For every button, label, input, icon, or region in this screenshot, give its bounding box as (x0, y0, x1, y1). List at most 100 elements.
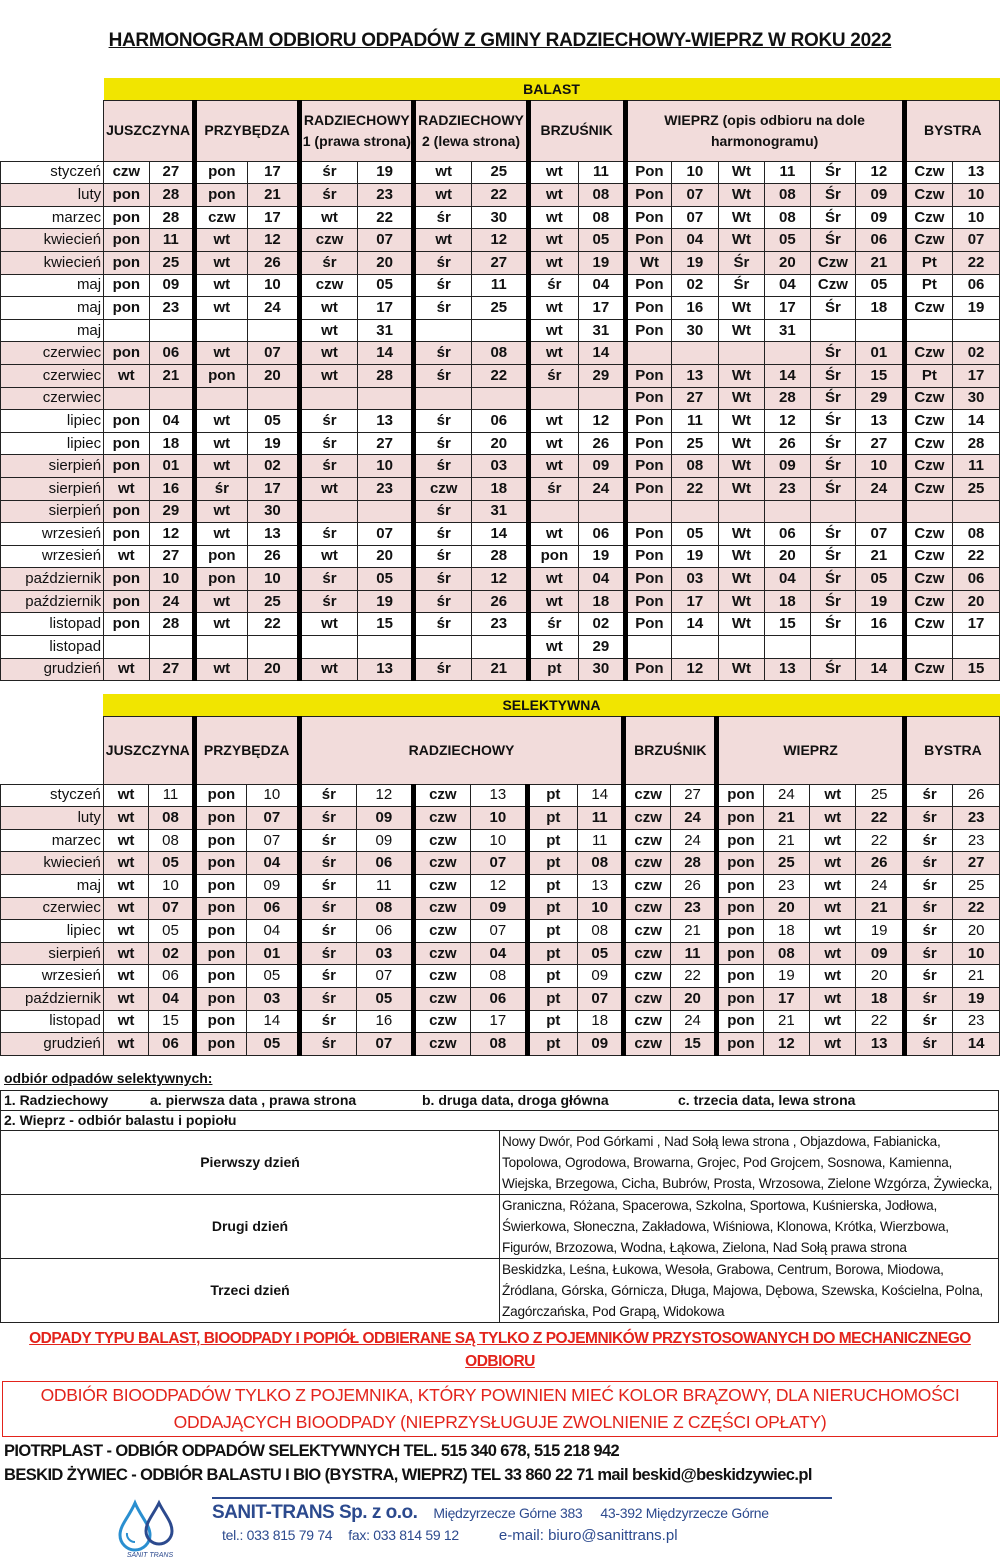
table-row: czerwiec wt 21 pon 20 wt 28 śr 22 śr 29 Pon 13 Wt 14 Śr… (0, 363, 1000, 388)
month-label: maj (0, 273, 105, 298)
day-number-cell: 06 (471, 409, 529, 433)
weekday-cell: Wt (717, 544, 766, 569)
weekday-cell: pon (191, 1009, 248, 1034)
day-number-cell: 24 (855, 476, 905, 501)
weekday-cell: pon (103, 499, 150, 524)
table-row: maj wt 31 wt 31 Pon 30 Wt 31 (0, 318, 1000, 343)
day-number-cell: 09 (577, 964, 625, 988)
day-number-cell: 10 (148, 567, 196, 591)
day-number-cell: 10 (952, 941, 1000, 966)
weekday-cell: pon (192, 567, 248, 591)
weekday-cell: czw (410, 828, 472, 853)
weekday-cell: śr (411, 363, 473, 388)
day-number-cell: 08 (148, 806, 195, 830)
weekday-cell: wt (102, 919, 150, 943)
day-number-cell (356, 499, 415, 524)
month-label: styczeń (0, 160, 105, 185)
day-number-cell: 04 (470, 941, 528, 966)
weekday-cell: Czw (901, 567, 954, 591)
month-label: maj (0, 873, 104, 898)
day-number-cell: 10 (148, 873, 195, 898)
month-label: czerwiec (0, 363, 105, 388)
weekday-cell: pt (524, 828, 579, 853)
weekday-cell (411, 635, 473, 659)
weekday-cell: pon (103, 522, 150, 546)
day-number-cell: 24 (246, 296, 301, 320)
day-number-cell: 30 (671, 318, 719, 343)
weekday-cell: wt (525, 318, 580, 343)
day-number-cell: 17 (578, 296, 626, 320)
day-number-cell: 08 (577, 919, 625, 943)
day-label: Pierwszy dzień (0, 1130, 500, 1195)
weekday-cell: wt (525, 205, 580, 230)
weekday-cell: Czw (901, 409, 954, 433)
day-number-cell (356, 386, 415, 411)
day-number-cell: 04 (246, 851, 300, 875)
day-number-cell: 19 (952, 986, 1000, 1011)
day-number-cell: 05 (246, 964, 300, 988)
day-number-cell (855, 635, 905, 659)
day-number-cell (764, 499, 811, 524)
weekday-cell: czw (410, 896, 472, 921)
day-number-cell: 08 (671, 454, 719, 478)
day-number-cell: 24 (148, 589, 196, 614)
day-number-cell: 02 (578, 612, 626, 637)
weekday-cell: wt (525, 160, 580, 185)
day-number-cell: 06 (764, 522, 811, 546)
weekday-cell: wt (297, 476, 358, 501)
day-number-cell: 10 (246, 783, 300, 808)
day-number-cell: 04 (764, 273, 811, 298)
weekday-cell: Czw (901, 522, 954, 546)
weekday-cell: Wt (717, 409, 766, 433)
day-number-cell: 08 (764, 205, 811, 230)
day-number-cell: 16 (148, 476, 196, 501)
weekday-cell: Pt (901, 273, 954, 298)
day-number-cell: 06 (952, 567, 1000, 591)
weekday-cell: Śr (717, 250, 766, 275)
weekday-cell: pon (192, 160, 248, 185)
weekday-cell: pon (191, 783, 248, 808)
day-number-cell: 06 (578, 522, 626, 546)
day-number-cell: 22 (671, 476, 719, 501)
weekday-cell: wt (809, 919, 857, 943)
weekday-cell (103, 635, 150, 659)
day-number-cell: 13 (671, 363, 719, 388)
day-number-cell: 30 (952, 386, 1000, 411)
day-number-cell: 26 (471, 589, 529, 614)
weekday-cell: śr (296, 1009, 358, 1034)
contact-piotrplast: PIOTRPLAST - ODBIÓR ODPADÓW SELEKTYWNYCH… (4, 1442, 620, 1460)
weekday-cell: czw (410, 783, 472, 808)
weekday-cell: śr (297, 160, 358, 185)
day-number-cell: 18 (855, 986, 905, 1011)
weekday-cell: pt (524, 873, 579, 898)
day-number-cell: 06 (470, 986, 528, 1011)
weekday-cell: pon (103, 183, 150, 207)
weekday-cell: Pon (622, 228, 673, 252)
day-number-cell: 11 (671, 409, 719, 433)
weekday-cell: wt (411, 183, 473, 207)
month-label: lipiec (0, 431, 105, 456)
day-number-cell: 11 (577, 806, 625, 830)
day-number-cell: 17 (246, 160, 301, 185)
weekday-cell (103, 318, 150, 343)
day-number-cell: 19 (855, 919, 905, 943)
col-juszczyna: JUSZCZYNA (103, 99, 196, 162)
weekday-cell: śr (297, 183, 358, 207)
col-brzusnik: BRZUŚNIK (621, 715, 718, 785)
day-number-cell: 07 (356, 522, 415, 546)
day-number-cell: 14 (671, 612, 719, 637)
day-number-cell: 07 (671, 183, 719, 207)
day-number-cell: 14 (356, 341, 415, 365)
day-number-cell: 07 (952, 228, 1000, 252)
col-przybedza: PRZYBĘDZA (191, 715, 300, 785)
weekday-cell: pon (191, 851, 248, 875)
weekday-cell: pon (714, 919, 764, 943)
day-label: Drugi dzień (0, 1194, 500, 1259)
day-number-cell: 23 (952, 1009, 1000, 1034)
weekday-cell: pt (524, 851, 579, 875)
weekday-cell: śr (525, 363, 580, 388)
weekday-cell: pon (191, 873, 248, 898)
weekday-cell: Wt (717, 386, 766, 411)
day-number-cell: 22 (952, 250, 1000, 275)
day-number-cell (246, 635, 301, 659)
